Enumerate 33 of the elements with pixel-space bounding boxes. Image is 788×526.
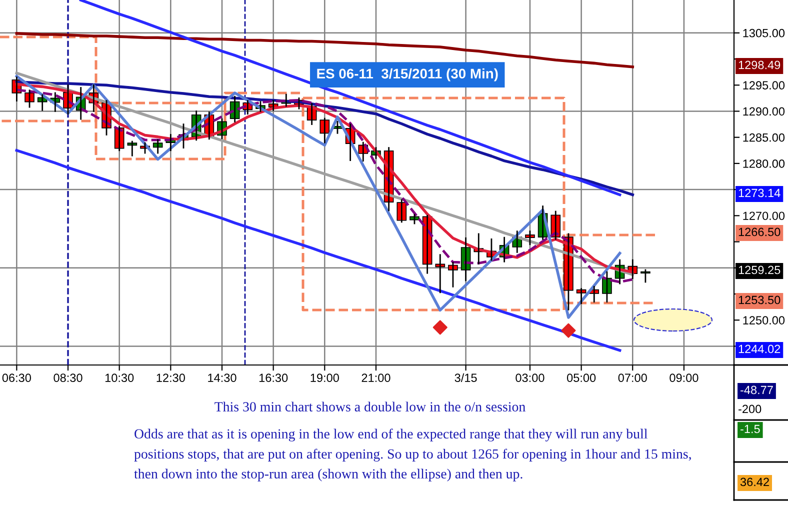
text: 1298.49	[738, 60, 780, 70]
y-tick-label: 1305.00	[743, 28, 785, 38]
y-tick-label: 1280.00	[743, 159, 785, 168]
y-tick-label: 1295.00	[743, 81, 785, 90]
text: -200	[738, 404, 762, 414]
x-tick-label: 03:00	[516, 374, 544, 382]
text: 1253.50	[738, 296, 780, 304]
text: 1244.02	[738, 344, 780, 354]
x-tick-label: 10:30	[105, 374, 134, 382]
x-tick-label: 05:00	[566, 374, 596, 382]
x-tick-label: 3/15	[454, 373, 477, 382]
x-tick-label: 12:30	[156, 374, 185, 382]
text: Odds are that as it is opening in the low end of the expected range that they will run any bull positions stops, that are put on after opening. So up to about 1265 for opening in 1hour and 15 mins, then down into the stop-run area (shown with the ellipse) and then up.	[134, 428, 691, 482]
text: 1259.25	[738, 266, 780, 274]
x-tick-label: 06:30	[2, 374, 31, 382]
text: 1266.50	[738, 228, 780, 236]
x-tick-label: 09:00	[670, 374, 698, 382]
x-tick-label: 16:30	[259, 374, 288, 382]
text: -48.77	[740, 386, 773, 394]
y-tick-label: 1250.00	[743, 316, 785, 324]
x-tick-label: 08:30	[54, 374, 82, 382]
x-tick-label: 07:00	[618, 374, 647, 382]
text: This 30 min chart shows a double low in the o/n session	[214, 402, 526, 412]
y-tick-label: 1285.00	[743, 133, 785, 142]
x-tick-label: 14:30	[208, 374, 236, 382]
text: 36.42	[740, 478, 769, 486]
x-tick-label: 19:00	[310, 374, 339, 382]
x-tick-label: 21:00	[362, 374, 390, 382]
y-tick-label: 1290.00	[743, 107, 785, 116]
text: 1273.14	[738, 188, 780, 198]
text: -1.5	[740, 424, 760, 434]
y-tick-label: 1270.00	[743, 212, 785, 220]
text: ES 06-11 3/15/2011 (30 Min)	[317, 68, 498, 82]
